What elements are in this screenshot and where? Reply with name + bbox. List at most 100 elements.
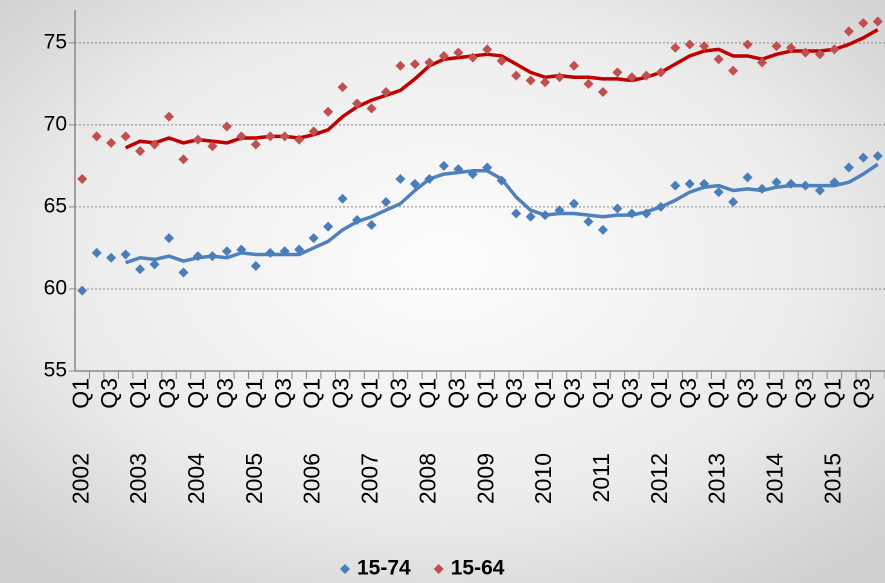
point — [670, 42, 681, 53]
legend-marker — [340, 564, 350, 574]
point — [583, 78, 594, 89]
y-tick-label: 55 — [44, 359, 67, 382]
point — [597, 87, 608, 98]
point — [149, 259, 160, 270]
point — [626, 72, 637, 83]
point — [337, 82, 348, 93]
point — [279, 246, 290, 257]
x-tick-label: Q1 — [530, 378, 556, 409]
point — [453, 47, 464, 58]
point — [728, 65, 739, 76]
point — [149, 139, 160, 150]
point — [641, 70, 652, 81]
x-tick-label: Q3 — [154, 378, 180, 409]
point — [135, 146, 146, 157]
point — [120, 131, 131, 142]
point — [91, 131, 102, 142]
point — [366, 103, 377, 114]
point — [178, 154, 189, 165]
point — [829, 44, 840, 55]
point — [106, 252, 117, 263]
point — [250, 139, 261, 150]
point — [265, 131, 276, 142]
point — [308, 126, 319, 137]
point — [757, 183, 768, 194]
x-group-label: 2006 — [299, 453, 325, 504]
point — [380, 196, 391, 207]
legend-label: 15-74 — [357, 557, 411, 580]
point — [323, 221, 334, 232]
point — [843, 26, 854, 37]
x-group-label: 2013 — [704, 453, 730, 504]
x-tick-label: Q3 — [96, 378, 122, 409]
x-group-label: 2007 — [357, 453, 383, 504]
point — [337, 193, 348, 204]
point — [655, 201, 666, 212]
point — [612, 203, 623, 214]
x-group-label: 2003 — [125, 453, 151, 504]
point — [742, 39, 753, 50]
point — [467, 169, 478, 180]
x-tick-label: Q1 — [588, 378, 614, 409]
x-tick-label: Q3 — [501, 378, 527, 409]
point — [540, 210, 551, 221]
point — [742, 172, 753, 183]
point — [424, 174, 435, 185]
point — [699, 41, 710, 52]
point — [800, 180, 811, 191]
x-tick-label: Q1 — [819, 378, 845, 409]
point — [77, 174, 88, 185]
point — [250, 260, 261, 271]
point — [800, 47, 811, 58]
point — [713, 54, 724, 65]
y-tick-label: 60 — [44, 277, 67, 300]
y-tick-label: 65 — [44, 194, 67, 217]
point — [511, 70, 522, 81]
point — [684, 178, 695, 189]
point — [540, 77, 551, 88]
legend-label: 15-64 — [451, 557, 505, 580]
point — [438, 50, 449, 61]
x-tick-label: Q1 — [646, 378, 672, 409]
x-tick-label: Q1 — [183, 378, 209, 409]
point — [409, 59, 420, 70]
point — [308, 233, 319, 244]
point — [91, 247, 102, 258]
x-tick-label: Q3 — [386, 378, 412, 409]
x-tick-label: Q1 — [299, 378, 325, 409]
point — [207, 141, 218, 152]
point — [583, 216, 594, 227]
point — [164, 233, 175, 244]
point — [872, 16, 883, 27]
point — [482, 44, 493, 55]
x-group-label: 2015 — [819, 453, 845, 504]
point — [814, 185, 825, 196]
point — [120, 249, 131, 260]
point — [221, 246, 232, 257]
point — [236, 131, 247, 142]
point — [294, 134, 305, 145]
x-tick-label: Q3 — [270, 378, 296, 409]
point — [164, 111, 175, 122]
x-tick-label: Q3 — [443, 378, 469, 409]
point — [279, 131, 290, 142]
point — [670, 180, 681, 191]
point — [525, 75, 536, 86]
x-tick-label: Q3 — [675, 378, 701, 409]
point — [757, 57, 768, 68]
x-tick-label: Q1 — [357, 378, 383, 409]
point — [352, 215, 363, 226]
x-tick-label: Q1 — [125, 378, 151, 409]
point — [207, 251, 218, 262]
point — [496, 175, 507, 186]
point — [395, 60, 406, 71]
point — [728, 196, 739, 207]
point — [323, 106, 334, 117]
point — [843, 162, 854, 173]
point — [221, 121, 232, 132]
point — [569, 198, 580, 209]
point — [106, 137, 117, 148]
x-tick-label: Q1 — [762, 378, 788, 409]
